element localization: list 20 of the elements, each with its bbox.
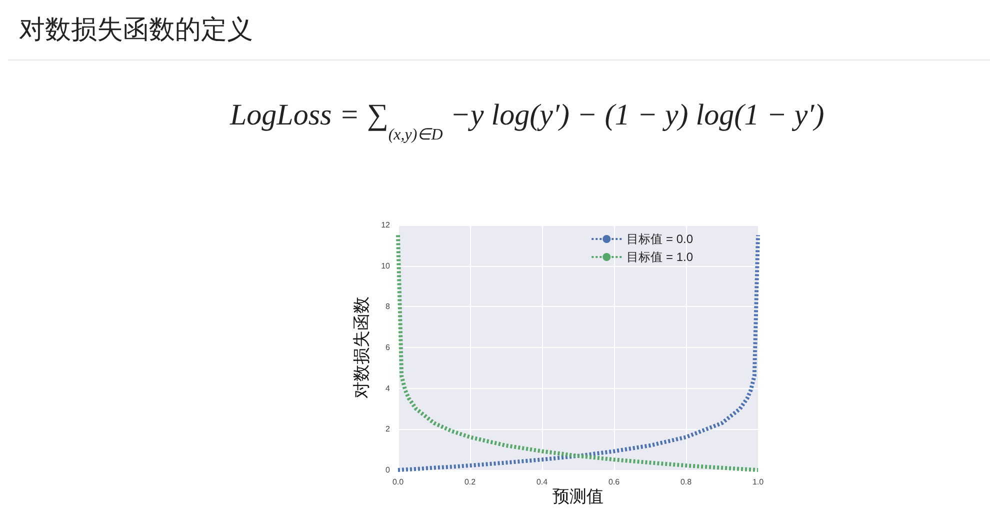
y-tick-label: 10 xyxy=(381,261,391,270)
line-series xyxy=(396,233,760,472)
x-tick-label: 0.8 xyxy=(680,478,692,486)
legend-label: 目标值 = 0.0 xyxy=(626,232,694,246)
y-tick-label: 12 xyxy=(381,220,391,230)
y-tick-label: 4 xyxy=(386,384,391,393)
y-tick-label: 0 xyxy=(386,466,391,474)
y-axis-title: 对数损失函数 xyxy=(352,296,371,398)
y-tick-label: 6 xyxy=(386,343,391,352)
text: LogLoss = ∑(x,y)∈D −y log(y′) − (1 − y) log(1 − y′) xyxy=(229,98,824,144)
x-tick-label: 0.4 xyxy=(536,478,548,486)
x-tick-label: 1.0 xyxy=(752,478,764,486)
x-tick-label: 0.2 xyxy=(464,478,476,486)
y-tick-label: 2 xyxy=(386,424,391,434)
x-axis-title: 预测值 xyxy=(552,487,604,506)
x-tick-label: 0.0 xyxy=(392,478,404,486)
legend-label: 目标值 = 1.0 xyxy=(626,250,694,264)
y-tick-label: 8 xyxy=(386,302,391,312)
x-tick-label: 0.6 xyxy=(608,478,620,486)
text: 对数损失函数的定义 xyxy=(19,15,253,45)
